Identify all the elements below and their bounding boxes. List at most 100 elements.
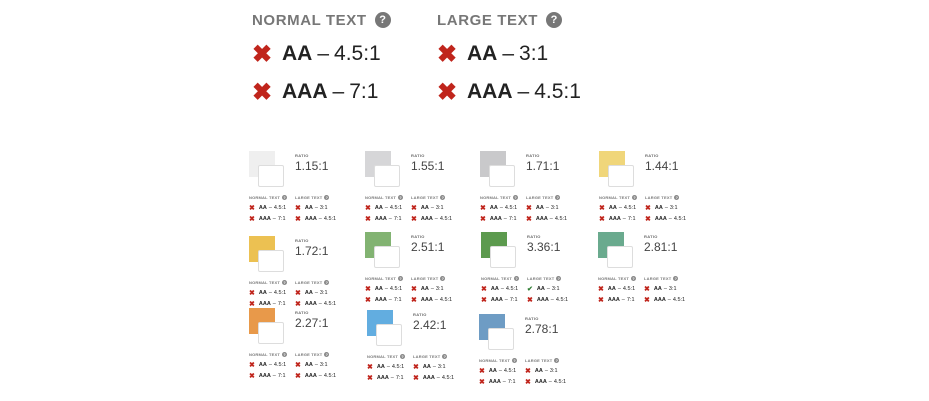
ratio-value: 1.15:1 bbox=[295, 159, 329, 173]
color-contrast-card[interactable]: RATIO 1.55:1 NORMAL TEXT ? LARGE TEXT ? … bbox=[365, 151, 477, 227]
fail-icon: ✖ bbox=[365, 297, 371, 304]
fail-icon: ✖ bbox=[411, 205, 417, 212]
color-contrast-card[interactable]: RATIO 1.71:1 NORMAL TEXT ? LARGE TEXT ? … bbox=[480, 151, 592, 227]
normal-aa-result: ✖ AA – 4.5:1 bbox=[479, 367, 516, 375]
ratio-value: 2.78:1 bbox=[525, 322, 559, 336]
fail-icon: ✖ bbox=[480, 205, 486, 212]
level-label: AA bbox=[653, 286, 662, 292]
help-icon[interactable]: ? bbox=[556, 276, 562, 281]
help-icon[interactable]: ? bbox=[631, 276, 637, 281]
help-icon[interactable]: ? bbox=[324, 195, 330, 200]
level-label: AAA bbox=[536, 297, 549, 303]
help-icon[interactable]: ? bbox=[674, 195, 680, 200]
level-label: AAA bbox=[654, 216, 667, 222]
help-icon[interactable]: ? bbox=[398, 276, 404, 281]
color-contrast-card[interactable]: RATIO 2.27:1 NORMAL TEXT ? LARGE TEXT ? … bbox=[249, 308, 361, 384]
normal-text-mini-title: NORMAL TEXT bbox=[365, 195, 397, 200]
help-icon[interactable]: ? bbox=[555, 195, 561, 200]
large-text-title: LARGE TEXT bbox=[437, 11, 539, 29]
large-text-mini-header: LARGE TEXT ? bbox=[645, 195, 680, 200]
required-ratio: 4.5:1 bbox=[273, 362, 287, 368]
normal-text-mini-title: NORMAL TEXT bbox=[599, 195, 631, 200]
fail-icon: ✖ bbox=[598, 286, 604, 293]
help-icon[interactable]: ? bbox=[324, 280, 330, 285]
help-icon[interactable]: ? bbox=[440, 195, 446, 200]
large-text-mini-header: LARGE TEXT ? bbox=[411, 195, 446, 200]
normal-aaa-result: ✖ AAA – 7:1 bbox=[249, 215, 286, 223]
help-icon[interactable]: ? bbox=[282, 352, 288, 357]
level-label: AAA bbox=[607, 297, 620, 303]
normal-aaa-result: ✖ AAA – 7:1 bbox=[481, 296, 518, 304]
required-ratio: 4.5:1 bbox=[555, 297, 569, 303]
help-icon[interactable]: ? bbox=[398, 195, 404, 200]
fail-icon: ✖ bbox=[252, 40, 273, 68]
fail-icon: ✖ bbox=[295, 301, 301, 308]
fail-icon: ✖ bbox=[481, 286, 487, 293]
required-ratio: 4.5:1 bbox=[334, 42, 381, 65]
help-icon[interactable]: ? bbox=[374, 12, 391, 28]
large-aaa-result: ✖ AAA – 4.5:1 bbox=[644, 296, 685, 304]
help-icon[interactable]: ? bbox=[442, 354, 448, 359]
dash: – bbox=[664, 205, 668, 211]
normal-text-mini-header: NORMAL TEXT ? bbox=[249, 195, 288, 200]
fail-icon: ✖ bbox=[295, 290, 301, 297]
normal-aa-result: ✖ AA – 4.5:1 bbox=[365, 204, 402, 212]
dash: – bbox=[384, 205, 388, 211]
level-label: AA bbox=[258, 205, 267, 211]
color-contrast-card[interactable]: RATIO 1.44:1 NORMAL TEXT ? LARGE TEXT ? … bbox=[599, 151, 711, 227]
level-label: AAA bbox=[420, 216, 433, 222]
color-contrast-card[interactable]: RATIO 2.51:1 NORMAL TEXT ? LARGE TEXT ? … bbox=[365, 232, 477, 308]
ratio-label: RATIO bbox=[526, 153, 540, 158]
help-icon[interactable]: ? bbox=[546, 12, 563, 28]
normal-text-mini-title: NORMAL TEXT bbox=[479, 358, 511, 363]
fail-icon: ✖ bbox=[295, 216, 301, 223]
ratio-value: 2.42:1 bbox=[413, 318, 447, 332]
color-contrast-card[interactable]: RATIO 1.15:1 NORMAL TEXT ? LARGE TEXT ? … bbox=[249, 151, 361, 227]
level-label: AA bbox=[258, 362, 267, 368]
help-icon[interactable]: ? bbox=[554, 358, 560, 363]
help-icon[interactable]: ? bbox=[513, 195, 519, 200]
help-icon[interactable]: ? bbox=[673, 276, 679, 281]
dash: – bbox=[434, 216, 438, 222]
level-label: AAA bbox=[304, 216, 317, 222]
normal-text-mini-header: NORMAL TEXT ? bbox=[365, 276, 404, 281]
help-icon[interactable]: ? bbox=[324, 352, 330, 357]
required-ratio: 7:1 bbox=[627, 216, 636, 222]
help-icon[interactable]: ? bbox=[632, 195, 638, 200]
dash: – bbox=[498, 368, 502, 374]
large-text-header: LARGE TEXT ? bbox=[437, 10, 581, 30]
dash: – bbox=[548, 379, 552, 385]
help-icon[interactable]: ? bbox=[512, 358, 518, 363]
normal-aa-requirement: ✖ AA – 4.5:1 bbox=[252, 40, 391, 68]
large-aaa-result: ✖ AAA – 4.5:1 bbox=[295, 300, 336, 308]
fail-icon: ✖ bbox=[249, 373, 255, 380]
dash: – bbox=[617, 286, 621, 292]
color-contrast-card[interactable]: RATIO 1.72:1 NORMAL TEXT ? LARGE TEXT ? … bbox=[249, 236, 361, 312]
required-ratio: 3:1 bbox=[668, 286, 677, 292]
color-contrast-card[interactable]: RATIO 2.81:1 NORMAL TEXT ? LARGE TEXT ? … bbox=[598, 232, 710, 308]
dash: – bbox=[268, 290, 272, 296]
normal-text-mini-title: NORMAL TEXT bbox=[365, 276, 397, 281]
required-ratio: 7:1 bbox=[507, 379, 516, 385]
level-label: AAA bbox=[258, 216, 271, 222]
required-ratio: 7:1 bbox=[393, 297, 402, 303]
color-contrast-card[interactable]: RATIO 3.36:1 NORMAL TEXT ? LARGE TEXT ? … bbox=[481, 232, 593, 308]
dash: – bbox=[503, 216, 507, 222]
required-ratio: 4.5:1 bbox=[389, 286, 403, 292]
fail-icon: ✖ bbox=[295, 362, 301, 369]
color-contrast-card[interactable]: RATIO 2.78:1 NORMAL TEXT ? LARGE TEXT ? … bbox=[479, 314, 591, 390]
help-icon[interactable]: ? bbox=[282, 195, 288, 200]
help-icon[interactable]: ? bbox=[440, 276, 446, 281]
help-icon[interactable]: ? bbox=[282, 280, 288, 285]
normal-aaa-result: ✖ AAA – 7:1 bbox=[367, 374, 404, 382]
required-ratio: 4.5:1 bbox=[323, 216, 337, 222]
help-icon[interactable]: ? bbox=[514, 276, 520, 281]
large-text-mini-header: LARGE TEXT ? bbox=[527, 276, 562, 281]
dash: – bbox=[499, 205, 503, 211]
fail-icon: ✖ bbox=[644, 286, 650, 293]
level-label: AAA bbox=[489, 216, 502, 222]
help-icon[interactable]: ? bbox=[400, 354, 406, 359]
normal-aaa-result: ✖ AAA – 7:1 bbox=[365, 296, 402, 304]
color-contrast-card[interactable]: RATIO 2.42:1 NORMAL TEXT ? LARGE TEXT ? … bbox=[367, 310, 479, 386]
large-aa-result: ✖ AA – 3:1 bbox=[526, 204, 559, 212]
